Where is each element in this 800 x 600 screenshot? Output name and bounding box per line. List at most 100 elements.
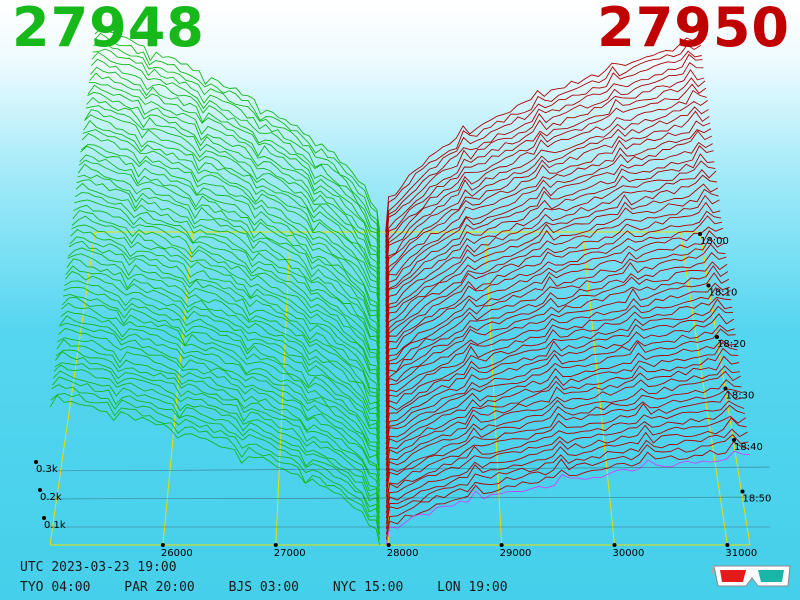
ask-depth-line-27 [385, 261, 728, 402]
bid-depth-line-2 [51, 384, 381, 535]
bid-depth-line-4 [52, 370, 381, 524]
tz-clock-lon: LON 19:00 [437, 580, 508, 595]
x-tick-label-27000: 27000 [274, 548, 306, 559]
bid-depth-line-0 [49, 394, 381, 546]
x-tick-dot-31000 [725, 543, 730, 547]
bid-depth-line-45 [83, 114, 381, 307]
bid-depth-line-57 [93, 41, 381, 243]
bid-depth-line-43 [82, 129, 381, 317]
bid-depth-line-5 [53, 364, 381, 519]
ask-depth-line-3 [385, 428, 748, 530]
ask-depth-line-58 [385, 44, 702, 238]
bid-depth-line-16 [61, 296, 381, 461]
ask-depth-line-59 [385, 37, 701, 233]
bid-depth-line-53 [90, 66, 381, 264]
x-tick-label-29000: 29000 [500, 548, 532, 559]
ask-depth-line-15 [385, 341, 738, 466]
bid-depth-line-38 [78, 159, 381, 344]
ask-depth-line-29 [385, 243, 726, 392]
ask-depth-line-26 [385, 265, 729, 408]
ask-depth-line-53 [385, 77, 706, 264]
bid-depth-line-18 [63, 286, 381, 450]
utc-timestamp: UTC 2023-03-23 19:00 [20, 560, 177, 575]
ask-depth-line-9 [385, 388, 743, 498]
bid-depth-line-13 [59, 315, 381, 477]
y-tick-label-0: 0.1k [44, 520, 66, 531]
y-grid-line-1 [39, 496, 771, 500]
bid-depth-line-40 [80, 145, 381, 333]
bid-depth-line-28 [71, 224, 381, 397]
ask-depth-line-50 [385, 100, 708, 280]
bid-depth-line-1 [50, 393, 381, 540]
time-tick-label-3: 18:30 [726, 391, 755, 402]
time-tick-dot-3 [723, 386, 728, 391]
bid-depth-line-49 [87, 91, 381, 286]
ask-depth-line-12 [385, 365, 740, 482]
time-tick-label-5: 18:50 [743, 494, 772, 505]
bid-depth-line-58 [93, 32, 381, 238]
ask-depth-line-17 [385, 328, 736, 455]
tz-clock-bjs: BJS 03:00 [228, 580, 300, 595]
ask-depth-line-5 [385, 415, 747, 519]
time-tick-dot-0 [698, 232, 702, 236]
ask-depth-line-40 [385, 168, 717, 333]
x-tick-label-30000: 30000 [613, 548, 645, 559]
ask-depth-line-0 [385, 450, 751, 546]
ask-depth-line-49 [385, 106, 709, 286]
bid-depth-line-12 [59, 322, 381, 482]
bid-depth-line-25 [68, 240, 381, 413]
bid-depth-line-22 [66, 258, 381, 429]
bid-depth-line-9 [56, 338, 381, 498]
ask-depth-line-4 [385, 417, 747, 524]
ask-depth-line-34 [385, 210, 722, 365]
x-tick-dot-26000 [160, 543, 165, 547]
ask-depth-line-38 [385, 183, 719, 344]
ask-depth-line-42 [385, 153, 715, 323]
tz-clock-tyo: TYO 04:00 [20, 580, 91, 595]
3d-glasses-icon[interactable] [712, 560, 792, 590]
bid-depth-line-31 [73, 204, 381, 381]
y-grid-line-2 [35, 466, 771, 472]
bid-depth-line-59 [94, 27, 381, 233]
ask-depth-line-19 [385, 313, 735, 445]
ask-depth-line-11 [385, 370, 741, 487]
ask-depth-line-8 [385, 390, 744, 503]
bid-price: 27948 [12, 0, 205, 59]
ask-depth-line-7 [385, 400, 745, 508]
grid-line-27000 [275, 231, 291, 546]
ask-depth-line-13 [385, 355, 740, 477]
bid-depth-line-52 [89, 72, 381, 270]
time-tick-label-4: 18:40 [734, 442, 763, 453]
bid-depth-line-3 [51, 376, 381, 530]
time-tick-dot-1 [706, 283, 711, 288]
ask-depth-line-32 [385, 226, 724, 376]
bid-depth-line-21 [65, 265, 381, 434]
bid-depth-line-27 [70, 228, 381, 402]
ask-depth-line-23 [385, 286, 731, 424]
bid-depth-line-46 [84, 109, 381, 302]
y-tick-dot-2 [34, 460, 38, 464]
bid-depth-line-19 [64, 280, 381, 445]
bid-depth-line-7 [54, 350, 381, 508]
ask-depth-line-6 [385, 404, 746, 514]
ask-depth-line-47 [385, 120, 711, 296]
ask-depth-line-24 [385, 282, 730, 418]
ask-depth-line-28 [385, 252, 727, 397]
bid-depth-line-56 [92, 48, 381, 248]
ask-depth-line-22 [385, 296, 732, 429]
tz-clock-par: PAR 20:00 [124, 580, 195, 595]
bid-depth-line-44 [83, 119, 381, 312]
bid-depth-line-51 [88, 82, 381, 275]
x-tick-label-31000: 31000 [725, 548, 757, 559]
timezone-clocks: TYO 04:00 PAR 20:00 BJS 03:00 NYC 15:00 … [20, 580, 534, 595]
ask-depth-line-30 [385, 236, 725, 386]
ask-depth-line-55 [385, 62, 704, 254]
ask-depth-line-21 [385, 298, 733, 434]
bid-depth-line-39 [79, 154, 381, 339]
ask-depth-line-14 [385, 347, 739, 471]
ask-depth-line-43 [385, 145, 714, 317]
bid-depth-line-23 [67, 253, 381, 424]
ask-depth-line-46 [385, 128, 712, 302]
time-tick-dot-4 [732, 438, 736, 442]
